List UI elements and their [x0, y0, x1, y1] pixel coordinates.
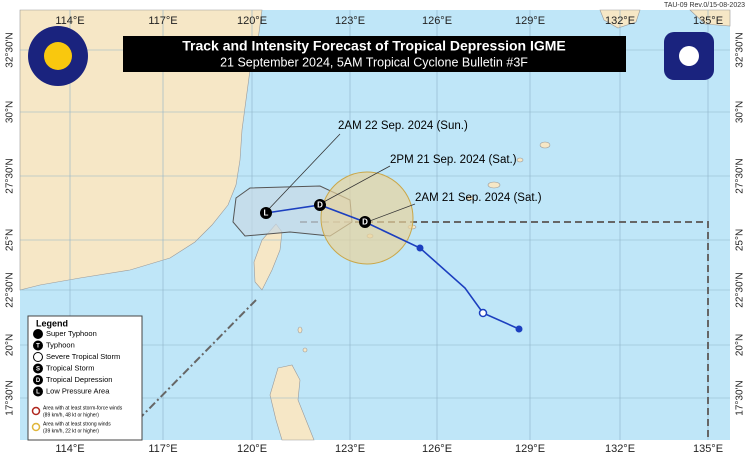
longitude-label: 135°E [693, 443, 723, 455]
legend-box [27, 315, 143, 441]
latitude-label: 32°30'N [735, 32, 746, 67]
longitude-label: 114°E [55, 443, 84, 455]
latitude-label: 32°30'N [5, 32, 16, 67]
longitude-label: 126°E [422, 15, 452, 27]
legend-area-label: Area with at least strong winds [43, 421, 111, 427]
latitude-label: 27°30'N [735, 158, 746, 193]
forecast-label: 2AM 21 Sep. 2024 (Sat.) [415, 192, 542, 204]
legend-title: Legend [36, 318, 68, 328]
past-position [478, 308, 488, 318]
longitude-label: 126°E [422, 443, 452, 455]
past-position [515, 325, 523, 333]
title-box [123, 36, 626, 72]
logo-right [664, 32, 714, 80]
longitude-label: 117°E [148, 443, 177, 455]
longitude-label: 117°E [148, 15, 177, 27]
forecast-marker [314, 199, 326, 211]
legend-label: Typhoon [46, 340, 75, 349]
legend-icon-letter: S [36, 367, 40, 373]
latitude-label: 17°30'N [5, 380, 16, 415]
longitude-label: 135°E [693, 15, 723, 27]
past-position [416, 244, 424, 252]
longitude-label: 132°E [605, 15, 635, 27]
leader-lines [265, 133, 416, 223]
legend-icon [33, 375, 43, 385]
legend-icon [33, 329, 43, 339]
legend-icon-letter: L [36, 390, 40, 396]
latitude-label: 20°N [735, 334, 746, 356]
latitude-label: 22°30'N [735, 272, 746, 307]
forecast-label: 2AM 22 Sep. 2024 (Sun.) [338, 120, 468, 132]
longitude-label: 123°E [335, 15, 365, 27]
legend-area-icon [31, 406, 41, 416]
logo-left [28, 26, 88, 86]
latitude-label: 20°N [5, 334, 16, 356]
longitude-label: 123°E [335, 443, 365, 455]
longitude-label: 132°E [605, 443, 635, 455]
subtitle: 21 September 2024, 5AM Tropical Cyclone … [220, 55, 528, 69]
legend-icon-letter: T [36, 344, 40, 350]
forecast-marker-letter: D [362, 218, 368, 227]
legend-label: Super Typhoon [46, 329, 97, 338]
latitude-label: 22°30'N [5, 272, 16, 307]
legend-area-detail: (39 km/h, 22 kt or higher) [43, 428, 99, 434]
par-boundary [139, 221, 709, 440]
latitude-label: 30°N [5, 101, 16, 123]
legend-icon [33, 352, 43, 362]
latitude-label: 30°N [735, 101, 746, 123]
longitude-label: 114°E [55, 15, 84, 27]
legend-label: Low Pressure Area [46, 386, 110, 395]
longitude-label: 120°E [237, 443, 267, 455]
legend-icon-letter: D [36, 378, 41, 384]
forecast-marker [359, 216, 371, 228]
legend-area-label: Area with at least storm-force winds [43, 405, 123, 411]
latitude-label: 17°30'N [735, 380, 746, 415]
title: Track and Intensity Forecast of Tropical… [182, 38, 566, 54]
legend-label: Tropical Depression [46, 375, 112, 384]
land [19, 9, 731, 441]
longitude-label: 129°E [515, 15, 545, 27]
latitude-label: 25°N [735, 229, 746, 251]
latitude-label: 27°30'N [5, 158, 16, 193]
legend-label: Tropical Storm [46, 363, 94, 372]
legend-icon [33, 340, 43, 351]
forecast-marker-letter: D [317, 201, 323, 210]
forecast-marker-letter: L [264, 209, 269, 218]
legend-icon [33, 363, 43, 374]
legend-area-icon [31, 422, 41, 432]
revision: TAU-09 Rev.0/15-08-2023 [664, 2, 745, 9]
forecast-marker [260, 207, 272, 219]
latitude-label: 25°N [5, 229, 16, 251]
track-markers: L D D [260, 199, 371, 228]
longitude-label: 129°E [515, 443, 545, 455]
legend-area-detail: (89 km/h, 48 kt or higher) [43, 412, 99, 418]
legend-icon [33, 386, 43, 397]
legend-label: Severe Tropical Storm [46, 352, 120, 361]
forecast-labels: 2AM 22 Sep. 2024 (Sun.) 2PM 21 Sep. 2024 … [338, 120, 542, 204]
forecast-label: 2PM 21 Sep. 2024 (Sat.) [390, 154, 517, 166]
longitude-label: 120°E [237, 15, 267, 27]
